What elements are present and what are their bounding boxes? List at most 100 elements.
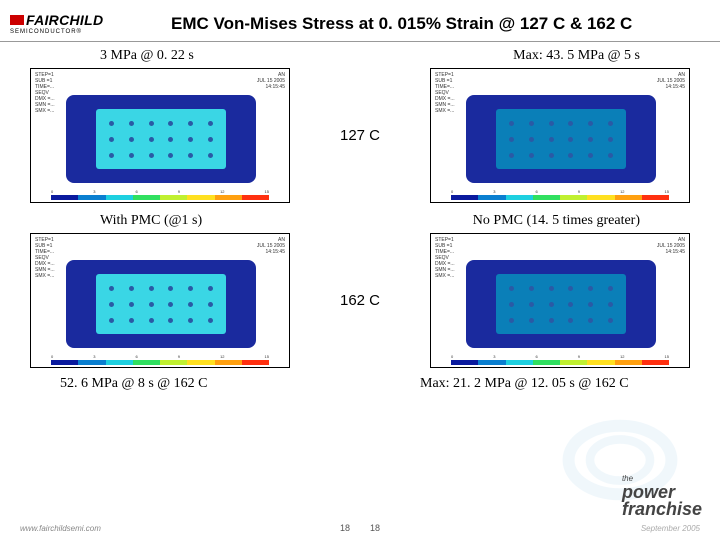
plot-meta-right: AN JUL 15 2005 14:15:45 [657,72,685,90]
sim-dot [588,137,593,142]
sim-dot [568,318,573,323]
bottom-left-label: 52. 6 MPa @ 8 s @ 162 C [60,376,208,392]
colorbar-labels: 03691215 [51,354,269,359]
sim-dot [129,121,134,126]
sim-dot [208,302,213,307]
sim-dot [188,121,193,126]
page-num-a: 18 [340,523,350,533]
logo-bar [10,15,24,25]
colorbar-labels: 03691215 [451,189,669,194]
sim-dot [168,121,173,126]
sim-dot [168,302,173,307]
sim-dot [168,318,173,323]
sim-dot [509,302,514,307]
plot2-label: Max: 43. 5 MPa @ 5 s [513,48,640,64]
sim-dot [149,153,154,158]
sim-dot [109,302,114,307]
sim-inner [496,274,626,334]
plot-meta: STEP=1 SUB =1 TIME=... SEQV DMX =... SMN… [35,237,55,279]
sim-dot [208,121,213,126]
sim-dot [188,318,193,323]
colorbar [51,360,269,365]
footer-url: www.fairchildsemi.com [20,524,310,533]
plot-meta-right: AN JUL 15 2005 14:15:45 [257,72,285,90]
sim-dot [208,153,213,158]
sim-dot [509,121,514,126]
plot-meta: STEP=1 SUB =1 TIME=... SEQV DMX =... SMN… [35,72,55,114]
sim-dot [549,153,554,158]
sim-dot [129,286,134,291]
sim-dot [129,137,134,142]
sim-dot [509,137,514,142]
sim-plot-top-left: STEP=1 SUB =1 TIME=... SEQV DMX =... SMN… [30,68,290,203]
plot-meta: STEP=1 SUB =1 TIME=... SEQV DMX =... SMN… [435,72,455,114]
sim-dot [109,318,114,323]
bottom-right-label: Max: 21. 2 MPa @ 12. 05 s @ 162 C [420,376,680,392]
franchise-logo: the power franchise [622,473,702,518]
sim-dot [109,153,114,158]
sim-dot [208,286,213,291]
sim-body [66,260,256,348]
sim-dot [588,318,593,323]
sim-dot [149,137,154,142]
sim-dot [109,137,114,142]
sim-dot [208,137,213,142]
colorbar-labels: 03691215 [451,354,669,359]
sim-dot [588,153,593,158]
sim-dot [608,286,613,291]
sim-body [466,260,656,348]
sim-inner [96,109,226,169]
sim-dot [208,318,213,323]
sim-dot [568,286,573,291]
temp-label-162: 162 C [330,292,390,309]
sim-dot [549,137,554,142]
sim-dot [568,121,573,126]
colorbar-labels: 03691215 [51,189,269,194]
sim-body [66,95,256,183]
sim-dot [549,302,554,307]
plot4-label: No PMC (14. 5 times greater) [473,213,640,229]
sim-dot [549,121,554,126]
sim-dot [608,302,613,307]
sim-dot [149,302,154,307]
logo-text: FAIRCHILD [26,12,103,28]
sim-dot [129,302,134,307]
sim-dot [149,121,154,126]
sim-dot [509,153,514,158]
sim-dot [529,286,534,291]
sim-dot [188,137,193,142]
sim-dot [529,153,534,158]
plot-meta: STEP=1 SUB =1 TIME=... SEQV DMX =... SMN… [435,237,455,279]
sim-dot [568,302,573,307]
sim-dot [509,286,514,291]
sim-inner [96,274,226,334]
sim-dot [129,153,134,158]
sim-dot [588,121,593,126]
logo-subtext: SEMICONDUCTOR® [10,29,103,35]
sim-dot [608,153,613,158]
plot-meta-right: AN JUL 15 2005 14:15:45 [657,237,685,255]
sim-plot-bot-right: STEP=1 SUB =1 TIME=... SEQV DMX =... SMN… [430,233,690,368]
sim-dot [549,318,554,323]
sim-inner [496,109,626,169]
sim-dot [188,286,193,291]
sim-dot [109,121,114,126]
sim-dot [529,121,534,126]
sim-dot [588,302,593,307]
sim-dot [149,318,154,323]
plot-meta-right: AN JUL 15 2005 14:15:45 [257,237,285,255]
page-num-b: 18 [370,523,380,533]
brand-logo: FAIRCHILD SEMICONDUCTOR® [10,12,103,35]
sim-dot [529,302,534,307]
sim-dot [568,137,573,142]
sim-dot [588,286,593,291]
sim-dot [188,302,193,307]
footer-date: September 2005 [410,524,700,533]
sim-dot [149,286,154,291]
sim-dot [529,318,534,323]
sim-dot [608,137,613,142]
temp-label-127: 127 C [330,127,390,144]
sim-dot [608,121,613,126]
plot1-label: 3 MPa @ 0. 22 s [100,48,194,64]
page-title: EMC Von-Mises Stress at 0. 015% Strain @… [123,14,710,34]
